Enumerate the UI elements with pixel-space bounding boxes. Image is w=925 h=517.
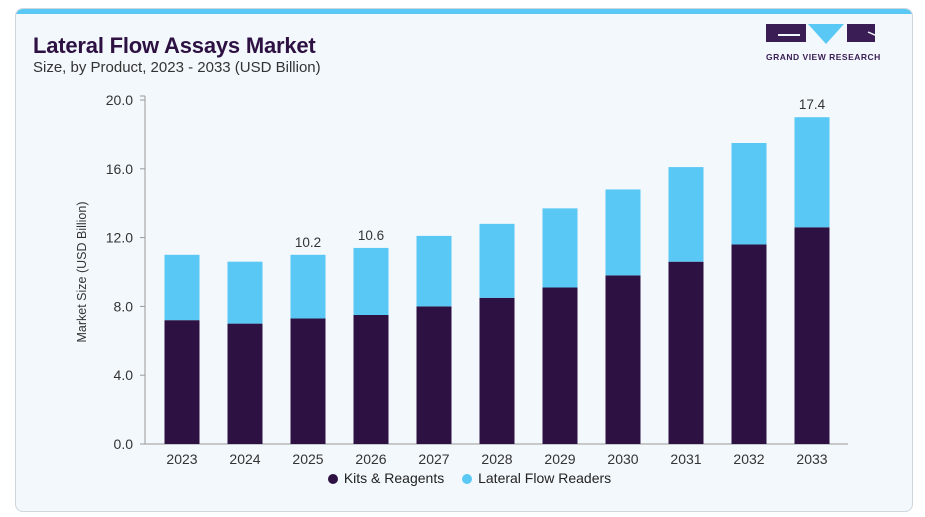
bar-kits-2028 [479,297,515,444]
y-tick-label: 0.0 [114,436,134,452]
data-label-2025: 10.2 [295,235,321,250]
x-tick-label: 2023 [166,451,197,467]
bar-kits-2025 [290,318,326,444]
x-tick-label: 2028 [481,451,512,467]
x-tick-label: 2027 [418,451,449,467]
x-tick-label: 2024 [229,451,260,467]
bar-readers-2028 [479,223,515,298]
legend-swatch-kits [327,474,338,484]
y-tick-label: 16.0 [106,161,133,177]
bar-kits-2023 [164,320,200,444]
y-axis-title: Market Size (USD Billion) [75,201,89,342]
bar-kits-2027 [416,306,452,444]
x-tick-label: 2033 [796,451,827,467]
bar-readers-2030 [605,189,641,276]
grand-view-research-logo: GRAND VIEW RESEARCH [750,22,887,62]
y-tick-label: 12.0 [106,230,133,246]
x-tick-label: 2030 [607,451,638,467]
bar-kits-2031 [668,261,704,444]
x-tick-label: 2025 [292,451,323,467]
bar-readers-2032 [731,143,767,245]
bar-kits-2026 [353,315,389,444]
bar-readers-2023 [164,254,200,321]
bar-readers-2026 [353,247,389,315]
y-tick-label: 8.0 [114,298,134,314]
legend-label-readers: Lateral Flow Readers [478,470,612,486]
y-tick-label: 20.0 [106,92,133,108]
bar-readers-2025 [290,254,326,319]
logo-text: GRAND VIEW RESEARCH [766,52,881,62]
x-tick-label: 2026 [355,451,386,467]
bar-kits-2029 [542,287,578,444]
data-label-2026: 10.6 [358,228,384,243]
bar-readers-2033 [794,117,830,228]
bar-kits-2032 [731,244,767,444]
bar-readers-2029 [542,208,578,288]
y-tick-label: 4.0 [114,367,134,383]
accent-bar [16,9,912,14]
bar-readers-2024 [227,261,263,324]
x-tick-label: 2032 [733,451,764,467]
bar-kits-2033 [794,227,830,444]
data-label-2033: 17.4 [799,97,826,112]
x-tick-label: 2029 [544,451,575,467]
bar-readers-2031 [668,167,704,262]
bar-readers-2027 [416,235,452,307]
bar-kits-2030 [605,275,641,444]
chart-subtitle: Size, by Product, 2023 - 2033 (USD Billi… [33,59,321,76]
legend-label-kits: Kits & Reagents [343,470,445,486]
bar-kits-2024 [227,323,263,444]
legend-swatch-readers [462,474,473,484]
x-tick-label: 2031 [670,451,701,467]
chart-title: Lateral Flow Assays Market [33,33,316,58]
legend: Kits & Reagents Lateral Flow Readers [0,470,925,486]
